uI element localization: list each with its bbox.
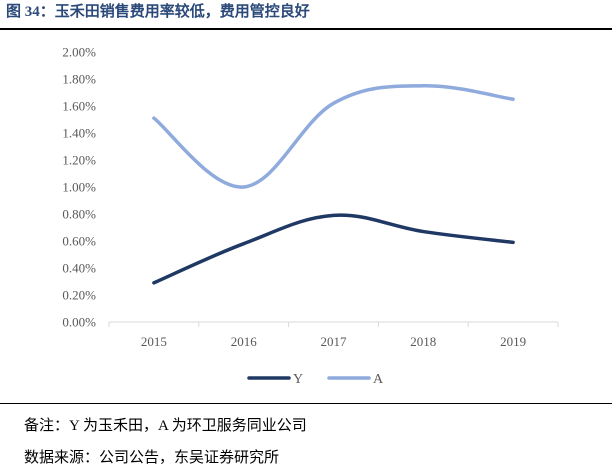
- y-tick-label: 0.20%: [62, 288, 96, 303]
- figure-title: 图 34：玉禾田销售费用率较低，费用管控良好: [6, 4, 310, 20]
- top-rule: [0, 28, 612, 30]
- bottom-rule: [0, 403, 612, 404]
- x-tick-label: 2016: [231, 334, 258, 349]
- y-tick-label: 0.60%: [62, 234, 96, 249]
- y-tick-label: 0.80%: [62, 207, 96, 222]
- remark-note: 备注：Y 为玉禾田，A 为环卫服务同业公司: [24, 418, 307, 434]
- series-lines: [152, 83, 515, 285]
- y-tick-label: 1.80%: [62, 72, 96, 87]
- legend-label-y: Y: [293, 372, 303, 387]
- series-line-a: [152, 83, 515, 189]
- legend-label-a: A: [373, 372, 384, 387]
- source-note: 数据来源：公司公告，东吴证券研究所: [24, 450, 280, 466]
- y-tick-label: 1.20%: [62, 153, 96, 168]
- series-line-y: [152, 213, 515, 285]
- y-tick-label: 1.40%: [62, 126, 96, 141]
- x-tick-label: 2015: [141, 334, 167, 349]
- y-axis-ticks: 0.00% 0.20% 0.40% 0.60% 0.80% 1.00% 1.20% 1.40%…: [62, 45, 96, 330]
- x-tick-label: 2017: [321, 334, 348, 349]
- y-tick-label: 1.60%: [62, 99, 96, 114]
- y-tick-label: 2.00%: [62, 45, 96, 60]
- y-tick-label: 0.00%: [62, 315, 96, 330]
- y-tick-label: 0.40%: [62, 261, 96, 276]
- x-tick-label: 2018: [410, 334, 436, 349]
- line-chart: 0.00% 0.20% 0.40% 0.60% 0.80% 1.00% 1.20% 1.40%…: [62, 45, 559, 387]
- x-tick-label: 2019: [500, 334, 526, 349]
- x-axis: 2015 2016 2017 2018 2019: [108, 321, 559, 349]
- y-tick-label: 1.00%: [62, 180, 96, 195]
